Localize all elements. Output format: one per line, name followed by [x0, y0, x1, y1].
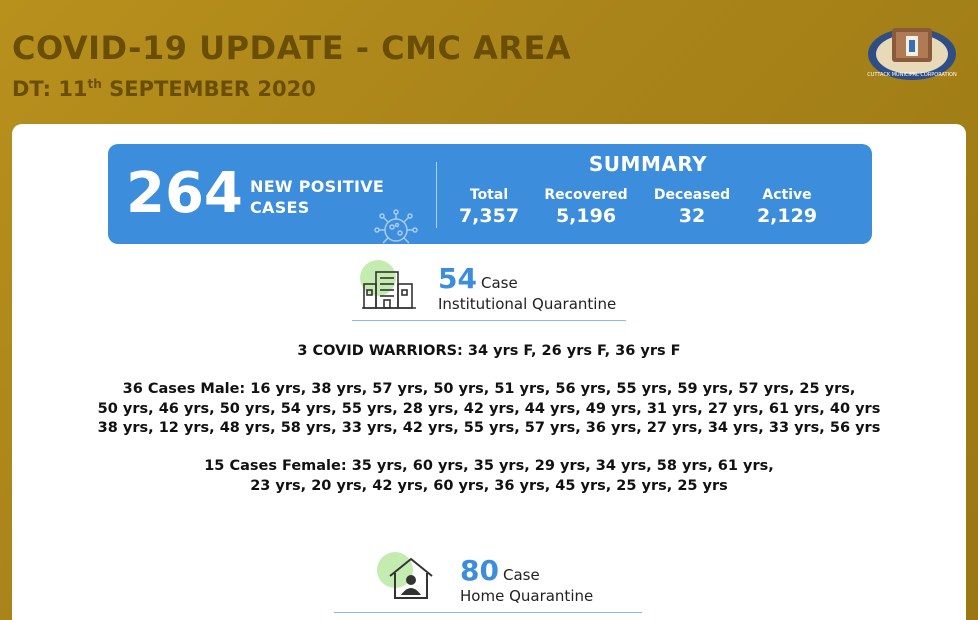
stat-deceased: Deceased 32	[637, 186, 747, 228]
banner-divider	[436, 162, 437, 228]
summary-banner: 264 NEW POSITIVE CASES SUMMARY Total 7,3…	[108, 144, 872, 244]
stat-value: 32	[678, 205, 706, 227]
institutional-label: Institutional Quarantine	[438, 295, 617, 313]
house-person-icon	[389, 557, 433, 599]
stat-label: Recovered	[544, 187, 628, 203]
cuttack-municipal-corporation-logo-icon: CUTTACK MUNICIPAL CORPORATION	[867, 28, 957, 80]
home-quarantine: 80 Case Home Quarantine	[460, 554, 594, 605]
page-title: COVID-19 UPDATE - CMC AREA	[12, 29, 572, 67]
building-icon	[362, 271, 416, 309]
stat-active: Active 2,129	[732, 186, 842, 228]
home-count: 80	[460, 554, 499, 587]
stat-label: Deceased	[653, 187, 731, 203]
report-date: DT: 11th SEPTEMBER 2020	[12, 77, 316, 101]
stat-label: Active	[762, 187, 812, 203]
content-card: 264 NEW POSITIVE CASES SUMMARY Total 7,3…	[12, 124, 966, 620]
stat-recovered: Recovered 5,196	[531, 186, 641, 228]
divider-line	[334, 612, 642, 613]
female-cases-text: 15 Cases Female: 35 yrs, 60 yrs, 35 yrs,…	[204, 458, 774, 494]
male-cases-text: 36 Cases Male: 16 yrs, 38 yrs, 57 yrs, 5…	[97, 381, 881, 436]
institutional-count: 54	[438, 262, 477, 295]
new-cases-label: NEW POSITIVE CASES	[250, 177, 385, 217]
covid-warriors-text: 3 COVID WARRIORS: 34 yrs F, 26 yrs F, 36…	[297, 343, 681, 359]
stat-value: 7,357	[458, 205, 520, 227]
virus-icon	[374, 209, 418, 244]
stat-value: 2,129	[756, 205, 818, 227]
svg-text:CUTTACK MUNICIPAL CORPORATION: CUTTACK MUNICIPAL CORPORATION	[867, 72, 957, 78]
stat-value: 5,196	[555, 205, 617, 227]
home-label: Home Quarantine	[460, 587, 594, 605]
stat-label: Total	[469, 187, 509, 203]
institutional-quarantine: 54 Case Institutional Quarantine	[438, 262, 617, 313]
stat-total: Total 7,357	[434, 186, 544, 228]
divider-line	[352, 320, 626, 321]
header: COVID-19 UPDATE - CMC AREA DT: 11th SEPT…	[12, 28, 571, 103]
new-cases-count: 264	[126, 161, 243, 226]
summary-title: SUMMARY	[588, 152, 708, 176]
